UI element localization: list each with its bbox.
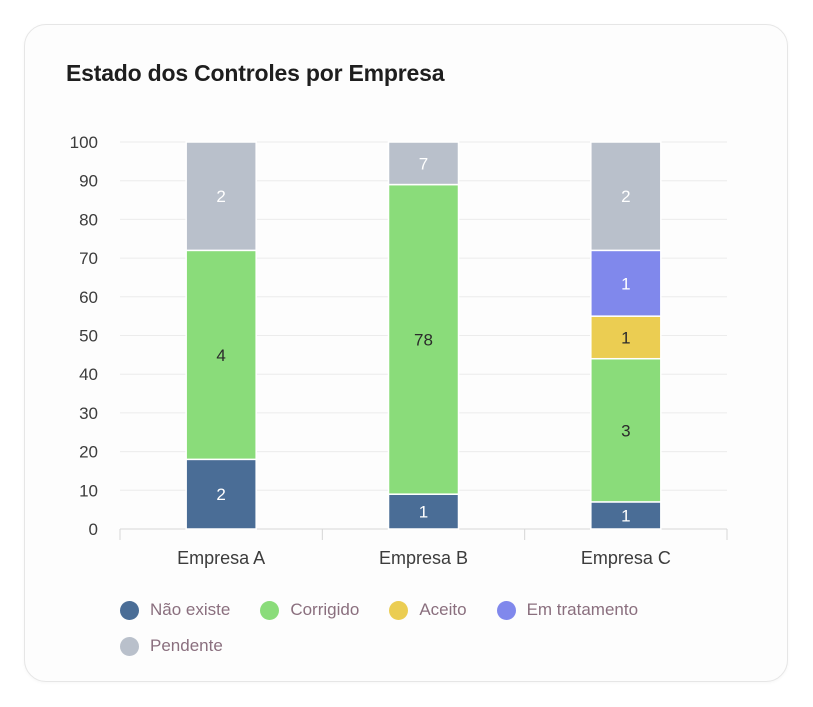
bar-segment [590, 249, 662, 317]
y-tick-label: 30 [79, 404, 98, 423]
chart-legend: Não existe Corrigido Aceito Em tratamento Pe… [120, 598, 720, 658]
legend-label: Não existe [150, 600, 231, 619]
legend-swatch [389, 600, 409, 620]
data-label: 1 [621, 274, 630, 293]
y-tick-label: 0 [89, 520, 98, 539]
data-label: 1 [621, 328, 630, 347]
chart-title: Estado dos Controles por Empresa [66, 60, 445, 86]
data-label: 1 [621, 506, 630, 525]
legend-label: Corrigido [290, 600, 360, 619]
bar-segment [387, 493, 460, 530]
bar-segment [590, 141, 662, 252]
y-tick-label: 40 [79, 365, 98, 384]
y-tick-label: 70 [79, 249, 98, 268]
bar-segment [590, 501, 662, 530]
legend-swatch [496, 600, 516, 620]
bar-segment [590, 315, 662, 360]
y-tick-label: 100 [70, 133, 98, 152]
bar-segment [387, 183, 460, 495]
legend-swatch [120, 600, 139, 620]
bar-segment [185, 458, 257, 530]
legend-label: Aceito [419, 600, 467, 619]
legend-item: Não existe [120, 598, 230, 622]
y-tick-label: 20 [79, 443, 98, 462]
y-tick-label: 50 [79, 327, 98, 346]
y-tick-label: 80 [79, 210, 98, 229]
data-label: 2 [621, 187, 630, 206]
data-label: 78 [414, 330, 433, 349]
data-label: 1 [419, 503, 428, 522]
bar-segment [387, 141, 460, 186]
y-tick-label: 90 [79, 172, 98, 191]
data-label: 2 [216, 485, 225, 504]
bar-segment [590, 357, 662, 503]
legend-label: Em tratamento [526, 600, 639, 619]
data-label: 2 [216, 187, 225, 206]
legend-swatch [120, 636, 139, 656]
legend-item: Em tratamento [496, 598, 639, 622]
legend-item: Corrigido [260, 598, 359, 622]
data-label: 4 [216, 346, 225, 365]
legend-swatch [260, 600, 280, 620]
legend-item: Aceito [389, 598, 467, 622]
bar-segment [185, 141, 257, 252]
x-tick-label: Empresa C [581, 548, 671, 568]
data-label: 7 [419, 154, 428, 173]
y-tick-label: 60 [79, 288, 98, 307]
legend-label: Pendente [150, 636, 223, 655]
bar-segment [185, 249, 257, 461]
x-tick-label: Empresa B [379, 548, 468, 568]
y-tick-label: 10 [79, 481, 98, 500]
legend-item: Pendente [120, 634, 223, 658]
data-label: 3 [621, 421, 630, 440]
x-tick-label: Empresa A [177, 548, 265, 568]
